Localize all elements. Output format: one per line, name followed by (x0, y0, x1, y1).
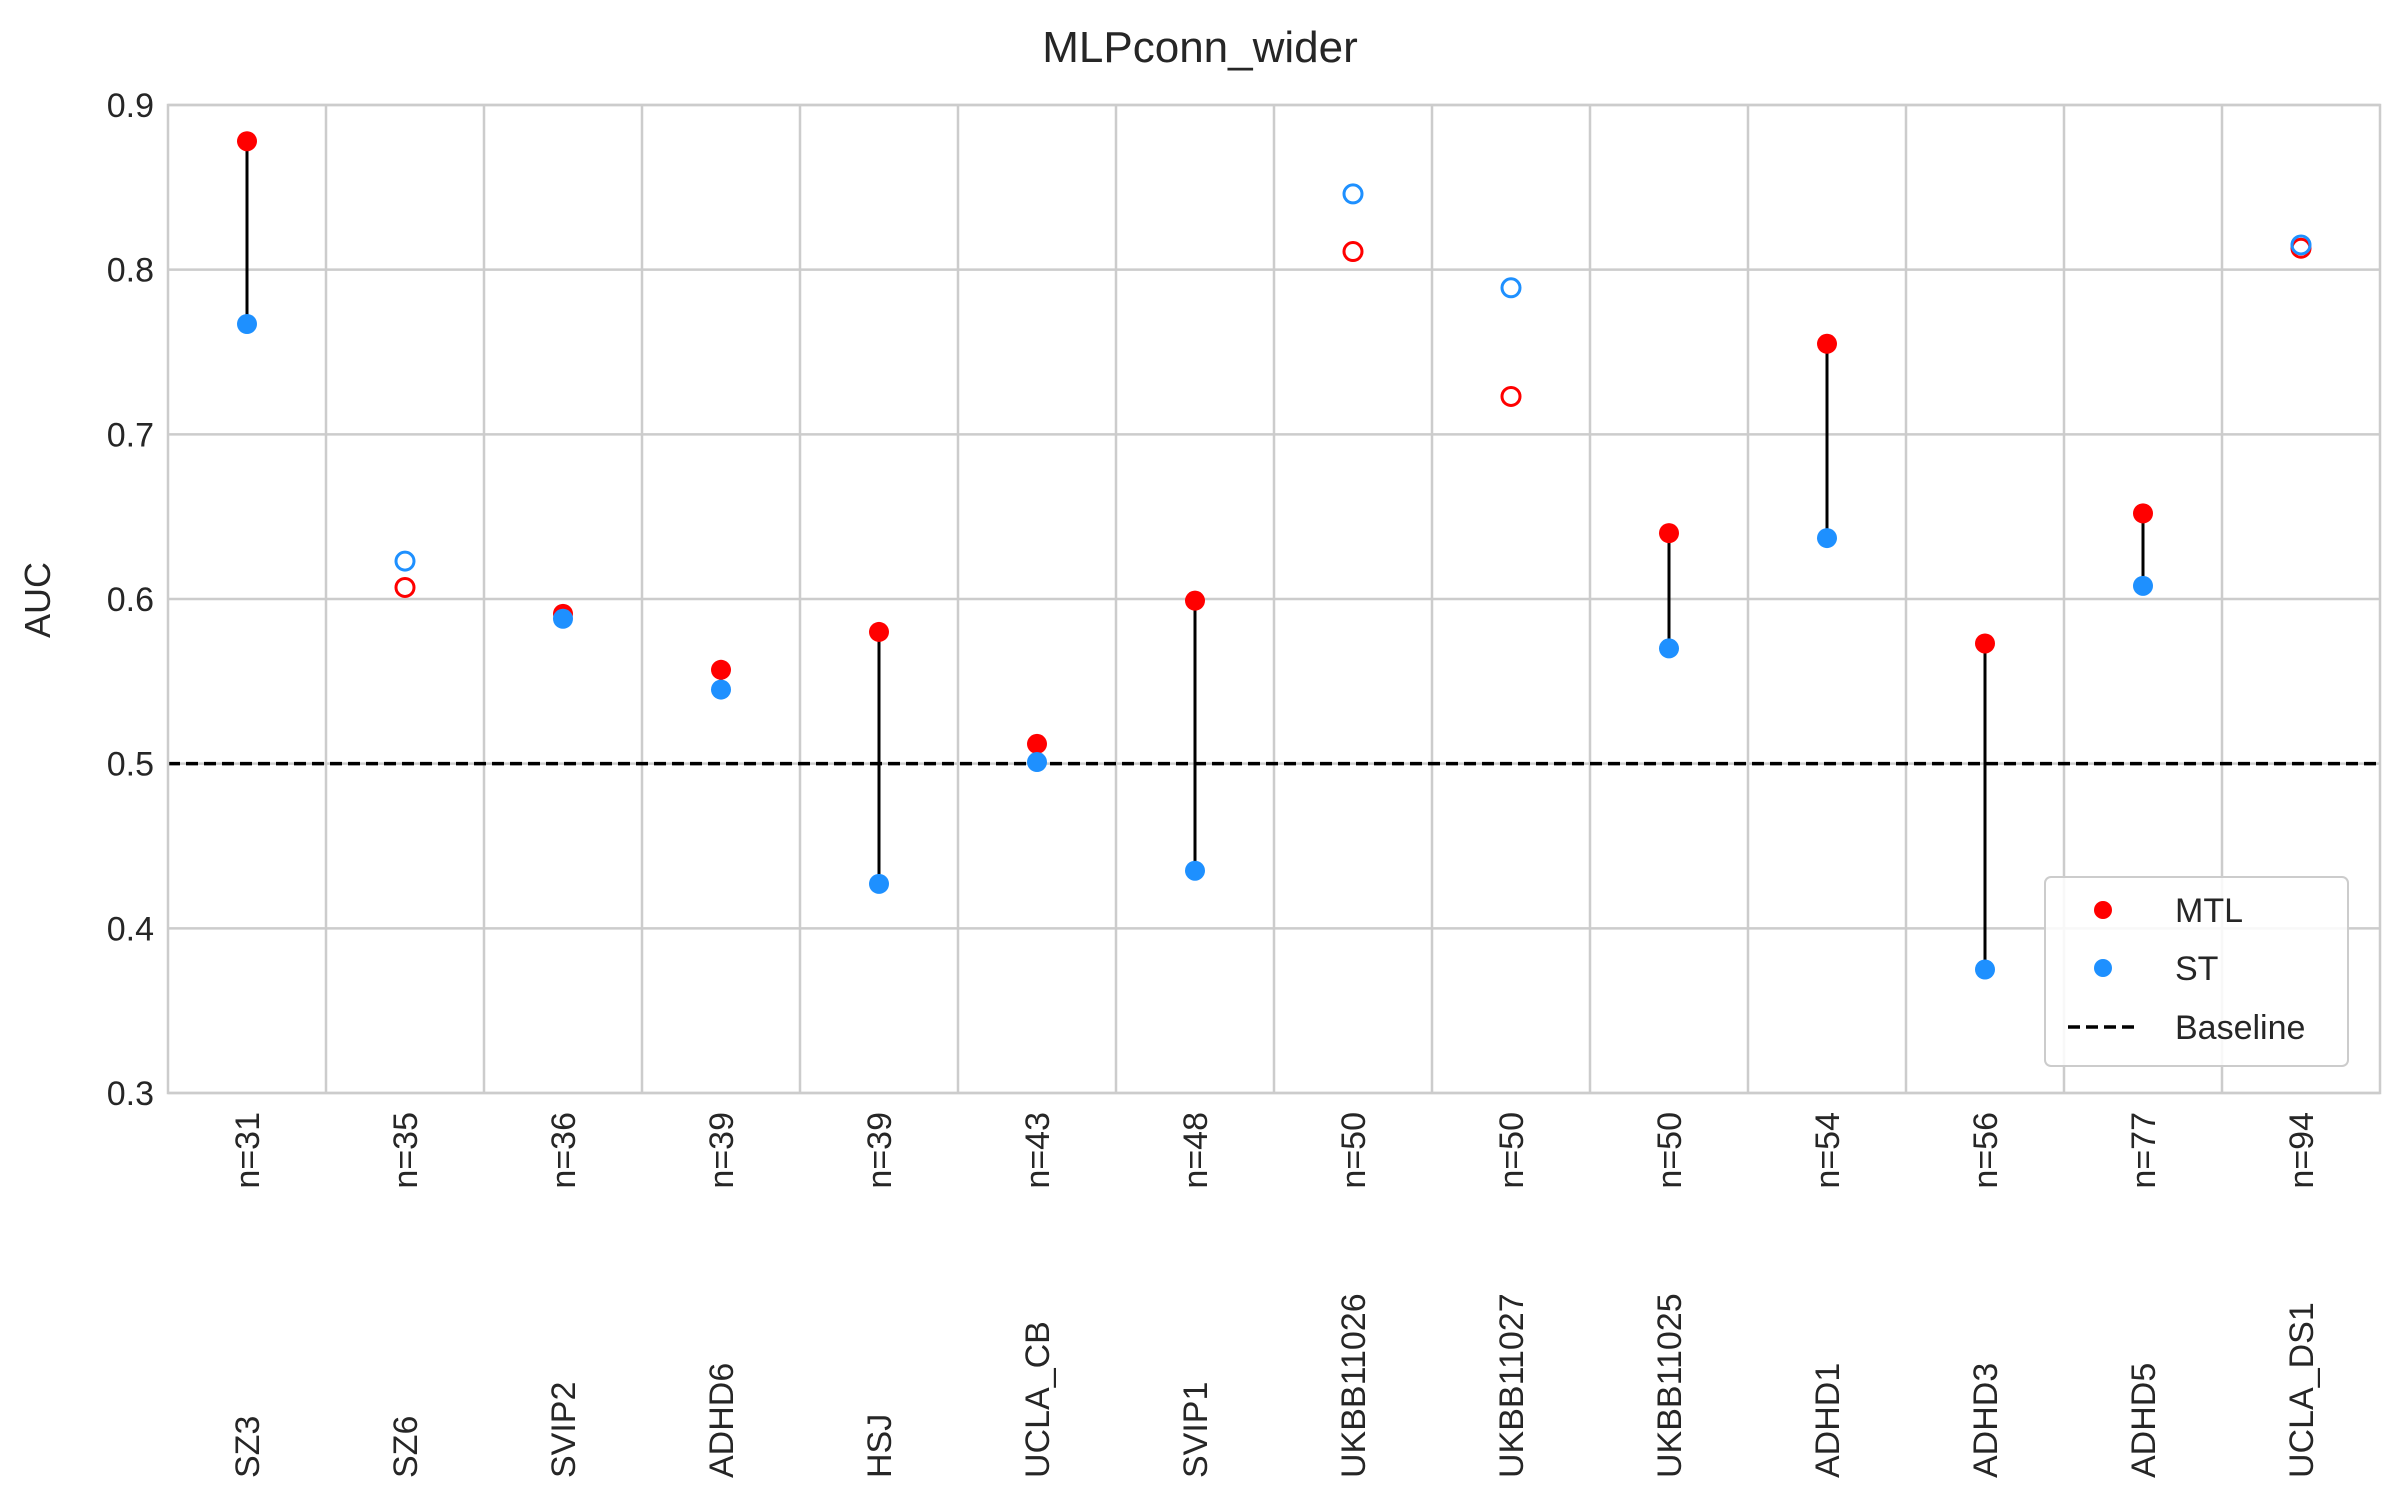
st-point (1817, 528, 1837, 549)
st-point (1185, 860, 1205, 881)
mtl-point (1975, 633, 1995, 654)
st-point (711, 679, 731, 700)
mtl-point (869, 621, 889, 642)
x-tick-category-label: SZ6 (387, 1416, 425, 1478)
mtl-point (1817, 333, 1837, 354)
x-tick-category-label: ADHD5 (2125, 1363, 2163, 1478)
legend-baseline-label: Baseline (2175, 1009, 2305, 1047)
x-tick-category-label: UKBB11025 (1651, 1293, 1689, 1478)
x-tick-n-label: n=50 (1335, 1112, 1373, 1189)
x-tick-category-label: ADHD1 (1809, 1363, 1847, 1478)
st-point-open (1342, 183, 1364, 205)
st-point (1975, 959, 1995, 980)
x-tick-category-label: SZ3 (229, 1416, 267, 1478)
x-tick-n-label: n=56 (1967, 1112, 2005, 1189)
x-tick-labels: n=31 SZ3 n=35 SZ6 n=36 SVIP2 n=39 ADHD6 n=39 HSJ n… (229, 1112, 2321, 1478)
x-tick-n-label: n=50 (1651, 1112, 1689, 1189)
connector-lines (245, 141, 2145, 970)
chart-title: MLPconn_wider (1042, 23, 1358, 72)
x-tick-category-label: UCLA_DS1 (2283, 1302, 2321, 1478)
x-tick-category-label: SVIP1 (1177, 1382, 1215, 1478)
plot-frame (166, 103, 2382, 1095)
x-tick-n-label: n=54 (1809, 1112, 1847, 1189)
x-tick-category-label: HSJ (861, 1414, 899, 1478)
st-point (553, 608, 573, 629)
x-tick-n-label: n=50 (1493, 1112, 1531, 1189)
x-tick-n-label: n=48 (1177, 1112, 1215, 1189)
mtl-point (1185, 590, 1205, 611)
legend-st-label: ST (2175, 950, 2218, 988)
mtl-point-open (1342, 241, 1364, 263)
st-point (237, 314, 257, 335)
mtl-point (1027, 733, 1047, 754)
mtl-point (2133, 503, 2153, 524)
st-point-open (2290, 234, 2312, 256)
y-tick-labels: 0.3 0.4 0.5 0.6 0.7 0.8 0.9 (107, 87, 154, 1113)
legend-mtl-label: MTL (2175, 892, 2243, 930)
mtl-point-open (1500, 385, 1522, 407)
x-tick-n-label: n=77 (2125, 1112, 2163, 1189)
y-tick-label: 0.3 (107, 1075, 154, 1113)
y-tick-label: 0.4 (107, 910, 154, 948)
x-tick-n-label: n=39 (703, 1112, 741, 1189)
st-point-open (394, 550, 416, 572)
st-point (1659, 638, 1679, 659)
x-tick-category-label: SVIP2 (545, 1382, 583, 1478)
data-points (237, 131, 2312, 980)
x-tick-n-label: n=43 (1019, 1112, 1057, 1189)
legend: MTL ST Baseline (2044, 876, 2349, 1067)
x-tick-n-label: n=35 (387, 1112, 425, 1189)
legend-box (2044, 876, 2349, 1067)
x-tick-n-label: n=94 (2283, 1112, 2321, 1189)
y-tick-label: 0.9 (107, 87, 154, 125)
grid (168, 103, 2380, 1095)
legend-mtl-marker (2094, 901, 2112, 919)
mtl-point-open (394, 576, 416, 598)
x-tick-n-label: n=36 (545, 1112, 583, 1189)
mtl-point (1659, 523, 1679, 544)
legend-st-marker (2094, 959, 2112, 977)
x-tick-category-label: ADHD6 (703, 1363, 741, 1478)
mtl-point (711, 659, 731, 680)
y-tick-label: 0.8 (107, 252, 154, 290)
x-tick-category-label: UKBB11027 (1493, 1293, 1531, 1478)
y-tick-label: 0.6 (107, 581, 154, 619)
st-point-open (1500, 277, 1522, 299)
x-tick-category-label: UKBB11026 (1335, 1293, 1373, 1478)
mtl-point (237, 131, 257, 152)
y-axis-title: AUC (17, 562, 58, 638)
st-point (1027, 752, 1047, 773)
x-tick-category-label: ADHD3 (1967, 1363, 2005, 1478)
st-point (2133, 575, 2153, 596)
x-tick-category-label: UCLA_CB (1019, 1321, 1057, 1478)
y-tick-label: 0.5 (107, 746, 154, 784)
y-tick-label: 0.7 (107, 416, 154, 454)
x-tick-n-label: n=31 (229, 1112, 267, 1189)
st-point (869, 873, 889, 894)
x-tick-n-label: n=39 (861, 1112, 899, 1189)
